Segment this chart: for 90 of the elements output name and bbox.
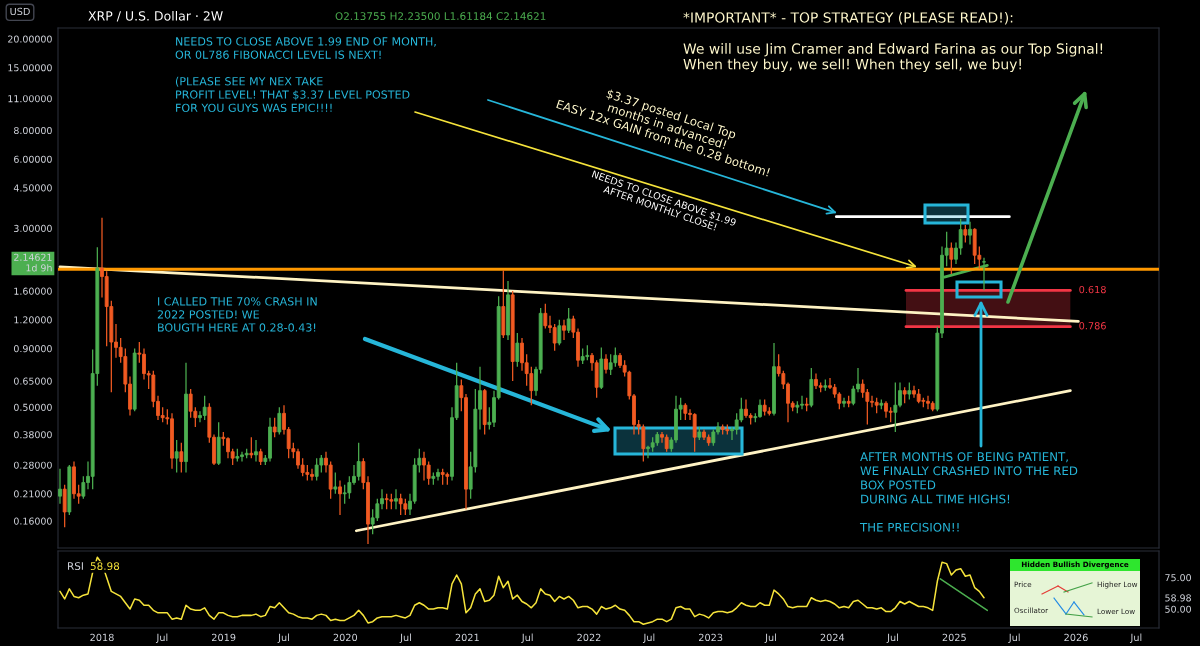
y-tick-label: 1.60000: [14, 287, 52, 295]
candlestick: [851, 385, 856, 406]
candlestick: [641, 423, 646, 463]
text: *IMPORTANT* - TOP STRATEGY (PLEASE READ!): We will use Jim Cramer and Edward Farina as our Top Signal! When they buy, we sell! When they sell, we buy!: [683, 12, 1103, 73]
candlestick: [375, 498, 380, 522]
annotation: 0.618: [1079, 285, 1106, 294]
candlestick: [277, 406, 282, 436]
y-tick-label: 1.20000: [14, 316, 52, 324]
line-series: [59, 556, 985, 625]
candlestick: [398, 493, 403, 516]
x-tick-label: Jul: [886, 633, 898, 643]
candlestick: [58, 468, 62, 505]
candlestick: [968, 221, 972, 246]
x-tick-label: 2024: [820, 633, 845, 642]
candlestick: [529, 366, 534, 406]
x-tick-label: 2025: [942, 633, 966, 642]
x-tick-label: Jul: [399, 633, 411, 643]
chart-subtitle: O2.13755 H2.23500 L1.61184 C2.14621: [335, 12, 546, 21]
chart-title: XRP / U.S. Dollar · 2W: [88, 10, 223, 22]
candlestick: [562, 319, 566, 341]
text: AFTER MONTHS OF BEING PATIENT, WE FINALLY CRASHED INTO THE RED BOX POSTED DURING ALL TIME HIGHS! THE PRECISION!!: [859, 452, 1078, 532]
candlestick: [179, 442, 184, 474]
x-tick-label: Jul: [521, 633, 533, 643]
candlestick: [426, 460, 431, 486]
candlestick: [338, 479, 342, 516]
y-tick-label: 0.16000: [14, 517, 52, 525]
y-tick-label: 58.98: [1165, 594, 1191, 602]
y-tick-label: 15.00000: [8, 64, 52, 72]
y-axis-title: USD: [10, 7, 30, 16]
candlestick: [188, 388, 193, 419]
y-tick-label: 0.28000: [14, 461, 52, 469]
x-tick-label: Jul: [1129, 633, 1142, 643]
candlestick: [543, 303, 548, 330]
candlestick: [613, 346, 618, 368]
candlestick: [842, 397, 846, 408]
candlestick: [394, 488, 398, 510]
candlestick: [272, 417, 277, 438]
series-label: RSI: [68, 562, 83, 571]
candlestick: [734, 412, 739, 436]
candlestick: [860, 378, 865, 399]
y-tick-label: 6.00000: [14, 155, 52, 163]
candlestick: [342, 484, 347, 505]
candlestick: [566, 307, 571, 334]
y-tick-label: 20.00000: [8, 35, 52, 43]
candlestick: [557, 319, 562, 346]
candlestick: [202, 395, 207, 421]
x-tick-label: Jul: [277, 633, 289, 643]
candlestick: [249, 436, 254, 459]
x-tick-label: 2019: [212, 633, 236, 642]
x-tick-label: Jul: [1008, 633, 1020, 643]
candlestick: [314, 457, 319, 482]
x-tick-label: 2018: [90, 633, 114, 642]
candlestick: [347, 475, 352, 500]
x-tick-label: Jul: [642, 633, 655, 643]
candlestick: [692, 412, 697, 453]
candlestick: [62, 484, 67, 528]
text: NEEDS TO CLOSE ABOVE 1.99 END OF MONTH, OR 0L786 FIBONACCI LEVEL IS NEXT! (PLEASE SEE MY NEX TAKE PROFIT LEVEL! THAT $3.37 LEVEL POSTED FOR YOU GUYS WAS EPIC!!!!: [175, 37, 436, 113]
candlestick: [608, 353, 613, 376]
candlestick: [893, 381, 898, 433]
y-tick-label: 8.00000: [14, 126, 52, 135]
x-tick-label: Jul: [155, 633, 168, 643]
candlestick: [356, 442, 361, 482]
y-tick-label: 3.00000: [14, 224, 52, 232]
x-tick-label: 2022: [577, 633, 601, 642]
candlestick: [254, 439, 258, 463]
candlestick: [333, 471, 338, 495]
annotation: I CALLED THE 70% CRASH IN 2022 POSTED! WE BOUGTH HERE AT 0.28-0.43!: [157, 297, 317, 332]
y-tick-label: 0.65000: [14, 377, 52, 385]
x-tick-label: 2023: [699, 633, 723, 642]
candlestick: [174, 439, 179, 474]
y-tick-label: 0.21000: [14, 490, 52, 498]
x-tick-label: 2026: [1064, 633, 1088, 642]
candlestick: [81, 475, 86, 500]
x-tick-label: 2021: [455, 633, 479, 642]
candlestick: [958, 218, 963, 256]
candlestick: [949, 241, 954, 275]
y-tick-label: 50.00: [1165, 605, 1191, 613]
annotation: 0.786: [1079, 322, 1106, 330]
y-tick-label: 2.14621 1d 9h: [14, 253, 52, 272]
candlestick: [552, 323, 557, 352]
y-tick-label: 0.38000: [14, 431, 52, 439]
candlestick: [515, 332, 520, 368]
candlestick: [604, 353, 608, 375]
x-tick-label: 2020: [333, 633, 358, 642]
y-tick-label: 75.00: [1165, 574, 1191, 582]
x-tick-label: Jul: [764, 633, 776, 643]
y-tick-label: 0.50000: [14, 403, 52, 411]
y-tick-label: 4.50000: [13, 184, 52, 192]
y-tick-label: 0.90000: [14, 345, 52, 353]
y-tick-label: 11.00000: [8, 95, 52, 103]
